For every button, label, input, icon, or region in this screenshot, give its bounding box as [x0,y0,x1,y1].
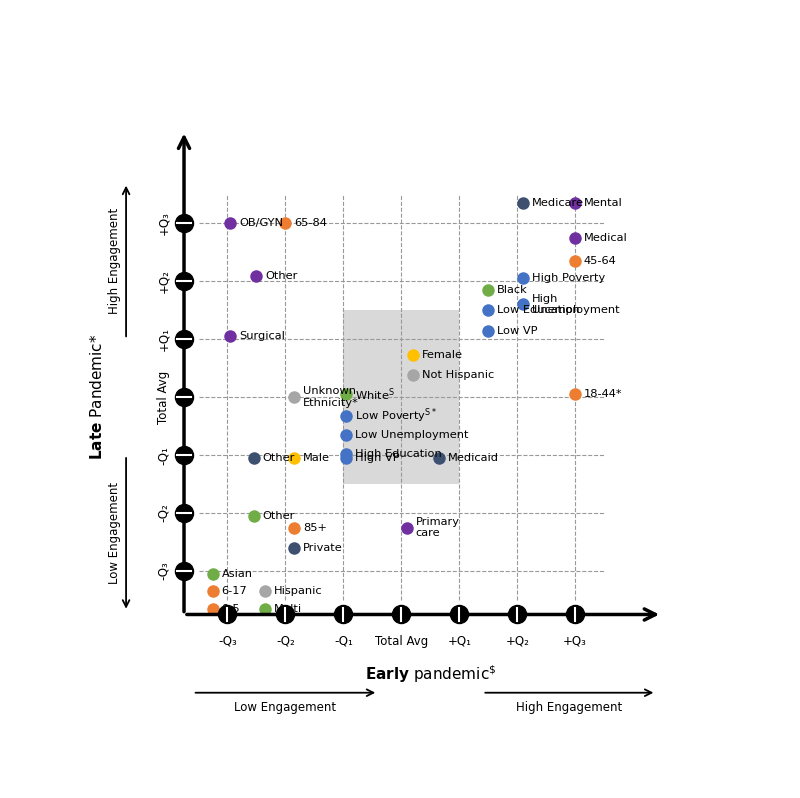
Text: Asian: Asian [222,569,253,579]
Text: 45-64: 45-64 [584,256,617,266]
Text: +Q₂: +Q₂ [506,634,529,648]
Text: High Education: High Education [355,449,442,459]
Text: OB/GYN: OB/GYN [239,219,283,228]
Text: Low Unemployment: Low Unemployment [355,430,469,440]
Text: +Q₂: +Q₂ [158,270,170,293]
Text: 18-44*: 18-44* [584,389,622,399]
Text: Low VP: Low VP [497,326,538,336]
Text: Mental: Mental [584,198,622,208]
Bar [343,310,459,484]
Text: Unknown
Ethnicity*: Unknown Ethnicity* [303,386,358,408]
Text: Low Engagement: Low Engagement [108,482,121,584]
Text: Medicaid: Medicaid [448,453,498,463]
Text: $\mathbf{Early}$ pandemic$^{\mathsf{\$}}$: $\mathbf{Early}$ pandemic$^{\mathsf{\$}}… [365,664,496,685]
Text: +Q₃: +Q₃ [158,211,170,235]
Text: 65-84: 65-84 [294,219,327,228]
Text: Multi: Multi [274,604,302,614]
Text: Female: Female [422,350,462,361]
Text: Surgical: Surgical [239,331,285,342]
Text: -Q₂: -Q₂ [276,634,294,648]
Text: High Poverty: High Poverty [532,274,605,283]
Text: +Q₁: +Q₁ [447,634,471,648]
Text: White$^{\mathrm{S}}$: White$^{\mathrm{S}}$ [355,386,394,403]
Text: Not Hispanic: Not Hispanic [422,370,494,380]
Text: Other: Other [262,511,294,521]
Text: High
Unemployment: High Unemployment [532,294,619,315]
Text: 6-17: 6-17 [222,587,247,596]
Text: Private: Private [303,543,342,553]
Text: 0-5: 0-5 [222,604,240,614]
Text: Total Avg: Total Avg [374,634,428,648]
Text: Total Avg: Total Avg [158,370,170,424]
Text: Low Poverty$^{\mathrm{S}*}$: Low Poverty$^{\mathrm{S}*}$ [355,406,437,425]
Text: Primary
care: Primary care [416,517,460,539]
Text: $\mathbf{Late}$ Pandemic*: $\mathbf{Late}$ Pandemic* [89,334,105,460]
Text: -Q₃: -Q₃ [158,562,170,580]
Text: Hispanic: Hispanic [274,587,322,596]
Text: Black: Black [497,285,528,295]
Text: Other: Other [265,271,298,281]
Text: 85+: 85+ [303,523,326,532]
Text: High Engagement: High Engagement [108,208,121,314]
Text: Male: Male [303,453,330,463]
Text: Medical: Medical [584,233,627,243]
Text: +Q₁: +Q₁ [158,327,170,351]
Text: +Q₃: +Q₃ [563,634,587,648]
Text: High VP: High VP [355,453,399,463]
Text: -Q₁: -Q₁ [334,634,353,648]
Text: -Q₁: -Q₁ [158,446,170,464]
Text: Low Education: Low Education [497,306,579,315]
Text: High Engagement: High Engagement [516,701,622,714]
Text: Low Engagement: Low Engagement [234,701,337,714]
Text: Other: Other [262,453,294,463]
Text: Medicare: Medicare [532,198,584,208]
Text: -Q₂: -Q₂ [158,504,170,523]
Text: -Q₃: -Q₃ [218,634,237,648]
